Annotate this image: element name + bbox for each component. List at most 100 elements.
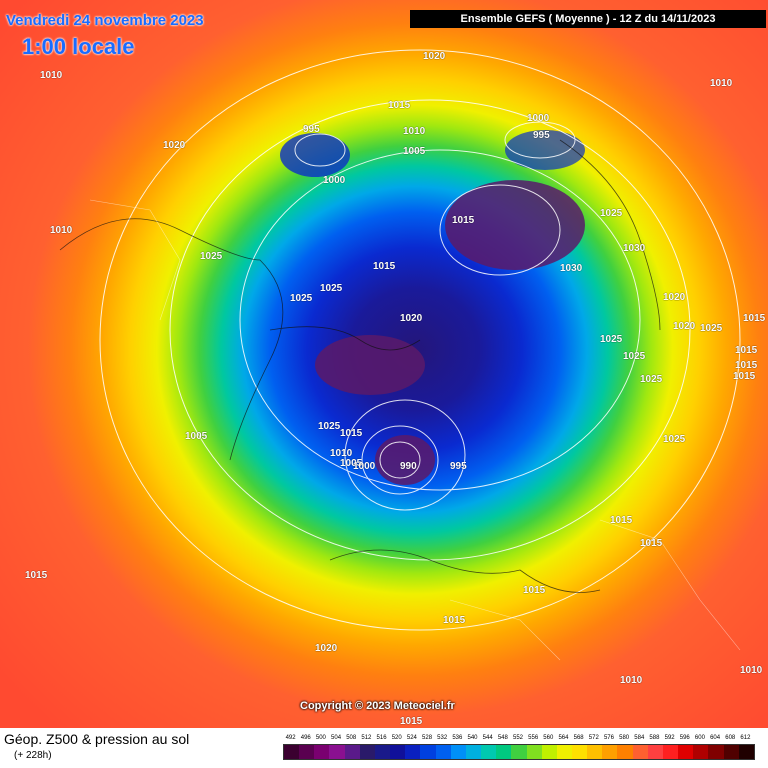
geopotential-map — [0, 0, 768, 728]
isobar-label: 1020 — [163, 140, 186, 151]
legend-forecast-hour: (+ 228h) — [14, 750, 52, 761]
legend-title: Géop. Z500 & pression au sol — [4, 731, 190, 747]
isobar-label: 1025 — [663, 434, 686, 445]
color-scale-swatch — [541, 745, 557, 759]
isobar-label: 1025 — [200, 251, 223, 262]
model-run-label: Ensemble GEFS ( Moyenne ) - 12 Z du 14/1… — [410, 10, 766, 28]
isobar-label: 1000 — [353, 461, 376, 472]
color-scale-swatch — [374, 745, 391, 759]
color-scale-swatch — [662, 745, 679, 759]
forecast-time: 1:00 locale — [22, 34, 135, 59]
isobar-label: 1025 — [623, 351, 646, 362]
color-scale-tick: 596 — [679, 735, 690, 741]
color-scale-swatch — [465, 745, 482, 759]
isobar-label: 1015 — [640, 538, 663, 549]
color-scale-tick: 516 — [376, 735, 387, 741]
isobar-label: 1030 — [623, 243, 646, 254]
isobar-label: 1025 — [700, 323, 723, 334]
color-scale-swatch — [390, 745, 406, 759]
color-scale-swatch — [571, 745, 588, 759]
low-core-pacific — [280, 133, 350, 177]
forecast-date: Vendredi 24 novembre 2023 — [6, 12, 204, 29]
isobar-label: 1025 — [320, 283, 343, 294]
color-scale-tick: 524 — [406, 735, 417, 741]
color-scale-swatch — [299, 745, 315, 759]
color-scale-tick: 532 — [437, 735, 448, 741]
color-scale-swatch — [481, 745, 497, 759]
color-scale-swatch — [511, 745, 527, 759]
isobar-label: 1015 — [610, 515, 633, 526]
color-scale-tick: 512 — [361, 735, 372, 741]
color-scale-swatch — [526, 745, 542, 759]
color-scale-swatch — [344, 745, 360, 759]
color-scale-swatch — [405, 745, 421, 759]
color-scale-tick: 564 — [558, 735, 569, 741]
isobar-label: 1025 — [318, 421, 341, 432]
isobar-label: 1025 — [600, 334, 623, 345]
isobar-label: 1020 — [663, 292, 686, 303]
isobar-label: 1005 — [403, 146, 426, 157]
color-scale-tick: 520 — [391, 735, 402, 741]
isobar-label: 1015 — [735, 360, 758, 371]
color-scale-tick: 528 — [422, 735, 433, 741]
isobar-label: 995 — [303, 124, 320, 135]
color-scale-tick: 604 — [710, 735, 721, 741]
isobar-label: 1030 — [560, 263, 583, 274]
color-scale-swatch — [314, 745, 330, 759]
color-scale-tick: 500 — [315, 735, 326, 741]
color-scale-tick: 552 — [512, 735, 524, 741]
low-core-east — [505, 130, 585, 170]
color-scale-bar — [283, 744, 755, 760]
isobar-label: 1015 — [743, 313, 766, 324]
color-scale-swatch — [647, 745, 663, 759]
color-scale-swatch — [496, 745, 512, 759]
color-scale-tick: 560 — [543, 735, 554, 741]
isobar-label: 1015 — [733, 371, 756, 382]
color-scale-swatch — [284, 745, 300, 759]
color-scale-tick: 588 — [649, 735, 660, 741]
color-scale-tick: 612 — [740, 735, 751, 741]
country-borders — [89, 199, 741, 661]
isobar-label: 1010 — [710, 78, 733, 89]
isobar-label: 1010 — [403, 126, 426, 137]
isobar-label: 1025 — [290, 293, 313, 304]
isobar-label: 1015 — [735, 345, 758, 356]
isobar-label: 1020 — [315, 643, 338, 654]
isobar-label: 1010 — [620, 675, 643, 686]
isobar-label: 1010 — [330, 448, 353, 459]
isobar-label: 1000 — [323, 175, 346, 186]
color-scale-swatch — [420, 745, 436, 759]
color-scale-tick: 608 — [725, 735, 736, 741]
low-core-atlantic — [375, 435, 435, 485]
color-scale-labels: 492 496 500 504 508 512 516 520 524 528 532 536 540 5… — [283, 735, 753, 744]
isobar-label: 1015 — [388, 100, 411, 111]
legend-footer: Géop. Z500 & pression au sol (+ 228h) 49… — [0, 728, 768, 768]
color-scale-tick: 492 — [285, 735, 296, 741]
color-scale-swatch — [329, 745, 345, 759]
color-scale-swatch — [602, 745, 618, 759]
color-scale-swatch — [723, 745, 739, 759]
isobar-label: 1015 — [452, 215, 475, 226]
color-scale-swatch — [587, 745, 603, 759]
color-scale-swatch — [556, 745, 572, 759]
isobar-label: 995 — [533, 130, 550, 141]
color-scale-swatch — [708, 745, 724, 759]
isobar-label: 1010 — [40, 70, 63, 81]
color-scale-swatch — [450, 745, 466, 759]
isobar-label: 1005 — [185, 431, 208, 442]
color-scale-swatch — [738, 745, 754, 759]
color-scale-swatch — [693, 745, 709, 759]
isobar-label: 1025 — [600, 208, 623, 219]
isobar-label: 995 — [450, 461, 467, 472]
isobar-label: 1010 — [740, 665, 763, 676]
isobar-label: 1015 — [25, 570, 48, 581]
color-scale-swatch — [435, 745, 451, 759]
isobar-label: 1015 — [400, 716, 423, 727]
color-scale-swatch — [678, 745, 694, 759]
color-scale-tick: 592 — [664, 735, 675, 741]
color-scale-swatch — [632, 745, 648, 759]
color-scale-tick: 536 — [452, 735, 463, 741]
isobar-label: 1015 — [443, 615, 466, 626]
color-scale-tick: 496 — [300, 735, 311, 741]
